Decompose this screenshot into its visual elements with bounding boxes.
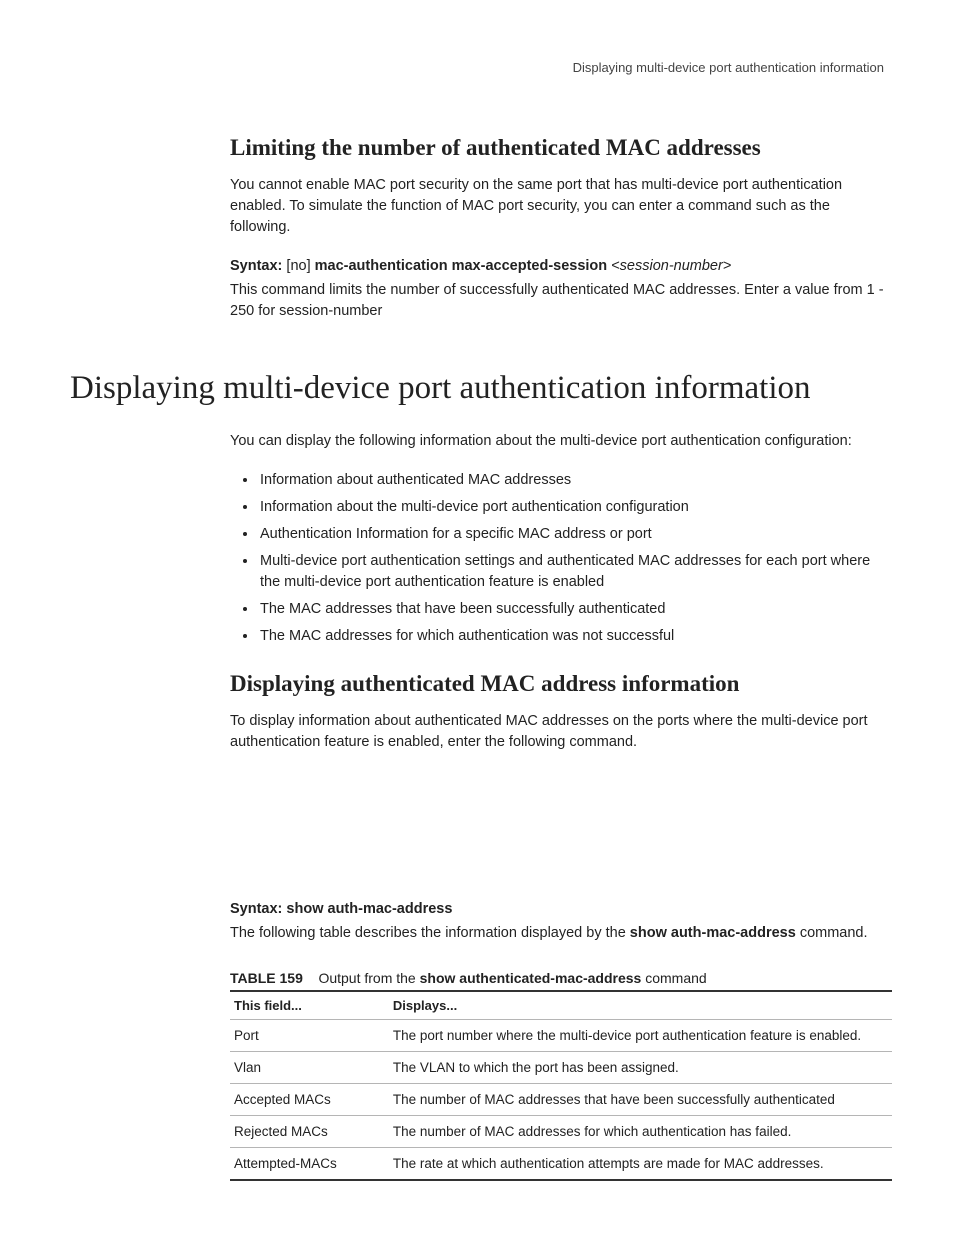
table-cell-field: Rejected MACs (230, 1116, 389, 1148)
list-item: Authentication Information for a specifi… (258, 524, 892, 545)
para-display-1: You can display the following informatio… (230, 431, 892, 452)
table-row: Port The port number where the multi-dev… (230, 1020, 892, 1052)
running-header: Displaying multi-device port authenticat… (70, 60, 884, 75)
para-limiting-1: You cannot enable MAC port security on t… (230, 175, 892, 238)
table-row: Rejected MACs The number of MAC addresse… (230, 1116, 892, 1148)
table-row: Vlan The VLAN to which the port has been… (230, 1052, 892, 1084)
list-item: Information about the multi-device port … (258, 497, 892, 518)
table-header: Displays... (389, 991, 892, 1020)
table-cell-field: Attempted-MACs (230, 1148, 389, 1181)
syntax-label: Syntax: (230, 258, 282, 274)
text-fragment: command. (796, 925, 868, 941)
table-cell-field: Port (230, 1020, 389, 1052)
table-caption-command: show authenticated-mac-address (420, 970, 642, 986)
text-fragment: The following table describes the inform… (230, 925, 630, 941)
heading-main: Displaying multi-device port authenticat… (70, 370, 892, 407)
table-row: Accepted MACs The number of MAC addresse… (230, 1084, 892, 1116)
list-item: Multi-device port authentication setting… (258, 551, 892, 593)
table-cell-desc: The number of MAC addresses that have be… (389, 1084, 892, 1116)
list-item: The MAC addresses for which authenticati… (258, 626, 892, 647)
table-number: TABLE 159 (230, 970, 303, 986)
syntax-argument: <session-number> (607, 258, 731, 274)
inline-command: show auth-mac-address (630, 925, 796, 941)
table-cell-field: Vlan (230, 1052, 389, 1084)
syntax-label: Syntax: (230, 901, 282, 917)
bullet-list: Information about authenticated MAC addr… (230, 470, 892, 647)
table-caption-text: command (641, 970, 706, 986)
table-header-row: This field... Displays... (230, 991, 892, 1020)
heading-limiting: Limiting the number of authenticated MAC… (230, 135, 892, 161)
output-table: This field... Displays... Port The port … (230, 990, 892, 1181)
heading-display-mac: Displaying authenticated MAC address inf… (230, 671, 892, 697)
syntax-line-2: Syntax: show auth-mac-address (230, 901, 892, 917)
syntax-command: mac-authentication max-accepted-session (315, 258, 608, 274)
section-display-info: You can display the following informatio… (230, 431, 892, 1181)
table-cell-desc: The port number where the multi-device p… (389, 1020, 892, 1052)
syntax-prefix: [no] (282, 258, 314, 274)
para-display-mac-1: To display information about authenticat… (230, 711, 892, 753)
table-cell-field: Accepted MACs (230, 1084, 389, 1116)
syntax-line-1: Syntax: [no] mac-authentication max-acce… (230, 258, 892, 274)
para-display-mac-2: The following table describes the inform… (230, 923, 892, 944)
para-limiting-2: This command limits the number of succes… (230, 280, 892, 322)
list-item: The MAC addresses that have been success… (258, 599, 892, 620)
list-item: Information about authenticated MAC addr… (258, 470, 892, 491)
spacer (230, 771, 892, 901)
table-cell-desc: The number of MAC addresses for which au… (389, 1116, 892, 1148)
page: Displaying multi-device port authenticat… (0, 0, 954, 1241)
table-header: This field... (230, 991, 389, 1020)
table-caption-text: Output from the (318, 970, 419, 986)
table-row: Attempted-MACs The rate at which authent… (230, 1148, 892, 1181)
table-caption: TABLE 159 Output from the show authentic… (230, 970, 892, 986)
table-cell-desc: The rate at which authentication attempt… (389, 1148, 892, 1181)
section-limiting: Limiting the number of authenticated MAC… (230, 135, 892, 322)
table-cell-desc: The VLAN to which the port has been assi… (389, 1052, 892, 1084)
syntax-command: show auth-mac-address (282, 901, 452, 917)
